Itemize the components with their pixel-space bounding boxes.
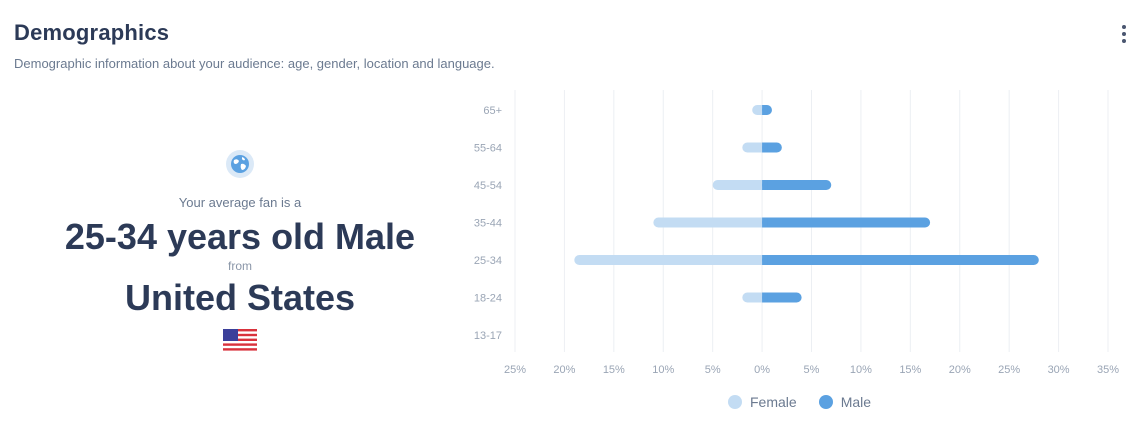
- male-bar-shape: [762, 217, 931, 228]
- us-flag-icon: [223, 328, 257, 353]
- male-bar-shape: [762, 292, 802, 303]
- from-label: from: [228, 259, 252, 274]
- x-tick-label: 10%: [850, 364, 872, 376]
- page-title: Demographics: [14, 20, 170, 45]
- y-tick-label: 13-17: [474, 330, 502, 342]
- female-bar[interactable]: [574, 255, 763, 265]
- legend-item-male[interactable]: Male: [818, 394, 872, 410]
- globe-icon: [226, 150, 254, 178]
- female-bar-inner-edge: [757, 180, 763, 190]
- average-fan-country: United States: [124, 277, 356, 319]
- female-bar-shape: [712, 180, 763, 190]
- female-bar-inner-edge: [757, 105, 763, 115]
- age-gender-chart: 25% 20% 15% 10% 5% 0% 5% 10% 15% 20% 25% 30% 35% 65+ 5…: [474, 90, 1119, 376]
- female-bar[interactable]: [742, 142, 763, 153]
- legend-label-female: Female: [750, 394, 797, 410]
- x-tick-label: 20%: [949, 364, 971, 376]
- x-tick-label: 15%: [899, 364, 921, 376]
- chart-legend: Female Male: [728, 394, 871, 410]
- male-bar-inner-edge: [762, 292, 768, 303]
- y-tick-label: 55-64: [474, 143, 502, 155]
- male-bar[interactable]: [762, 217, 931, 228]
- x-tick-label: 0%: [754, 364, 770, 376]
- average-fan-summary: Your average fan is a 25-34 years old Ma…: [20, 150, 460, 353]
- legend-label-male: Male: [840, 394, 872, 410]
- female-bar-shape: [653, 217, 763, 228]
- x-tick-label: 20%: [553, 364, 575, 376]
- male-bar-inner-edge: [762, 255, 768, 265]
- x-tick-label: 15%: [603, 364, 625, 376]
- x-tick-label: 35%: [1097, 364, 1119, 376]
- male-bar[interactable]: [762, 180, 832, 190]
- female-bar-inner-edge: [757, 142, 763, 153]
- male-bar-inner-edge: [762, 142, 768, 153]
- male-bar[interactable]: [762, 255, 1039, 265]
- x-tick-label: 25%: [998, 364, 1020, 376]
- male-bar-inner-edge: [762, 105, 768, 115]
- legend-swatch-female: [728, 395, 742, 409]
- x-tick-label: 30%: [1048, 364, 1070, 376]
- female-bar[interactable]: [712, 180, 763, 190]
- female-bar[interactable]: [742, 292, 763, 303]
- male-bar-inner-edge: [762, 217, 768, 228]
- more-options-button[interactable]: [1119, 24, 1129, 44]
- x-tick-label: 10%: [652, 364, 674, 376]
- y-tick-label: 65+: [483, 105, 502, 117]
- average-fan-age-gender: 25-34 years old Male: [64, 216, 416, 257]
- x-tick-label: 25%: [504, 364, 526, 376]
- male-bar-inner-edge: [762, 180, 768, 190]
- female-bar-inner-edge: [757, 255, 763, 265]
- male-bar[interactable]: [762, 142, 782, 153]
- male-bar[interactable]: [762, 292, 802, 303]
- x-tick-label: 5%: [705, 364, 721, 376]
- male-bar[interactable]: [762, 105, 772, 115]
- legend-item-female[interactable]: Female: [728, 394, 797, 410]
- male-bar-shape: [762, 180, 832, 190]
- female-bar-inner-edge: [757, 292, 763, 303]
- header: Demographics Demographic information abo…: [14, 20, 495, 71]
- y-tick-label: 35-44: [474, 218, 502, 230]
- female-bar-inner-edge: [757, 217, 763, 228]
- female-bar[interactable]: [752, 105, 763, 115]
- y-tick-label: 25-34: [474, 255, 502, 267]
- average-fan-intro: Your average fan is a: [178, 195, 302, 210]
- x-tick-label: 5%: [804, 364, 820, 376]
- page-subtitle: Demographic information about your audie…: [14, 56, 495, 71]
- y-tick-label: 18-24: [474, 293, 502, 305]
- y-tick-label: 45-54: [474, 180, 502, 192]
- more-vertical-icon-dot: [1122, 39, 1126, 43]
- more-vertical-icon-dot: [1122, 32, 1126, 36]
- legend-swatch-male: [818, 395, 833, 409]
- male-bar-shape: [762, 255, 1039, 265]
- more-vertical-icon: [1122, 25, 1126, 29]
- female-bar-shape: [574, 255, 763, 265]
- female-bar[interactable]: [653, 217, 763, 228]
